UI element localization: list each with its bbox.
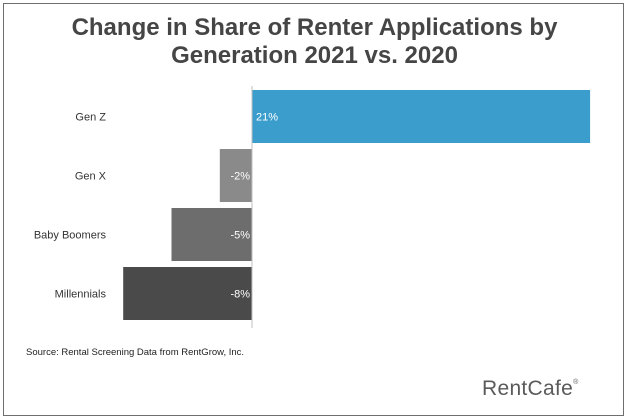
category-label-gen-x: Gen X — [75, 171, 107, 183]
bar-baby-boomers — [171, 208, 252, 261]
chart-title-line-1: Change in Share of Renter Applications b… — [71, 14, 558, 41]
bar-gen-x — [219, 149, 252, 202]
registered-mark: ® — [573, 379, 579, 386]
value-label-gen-x: -2% — [230, 171, 250, 183]
category-label-millennials: Millennials — [55, 289, 107, 301]
chart-title-line-2: Generation 2021 vs. 2020 — [171, 42, 458, 69]
value-label-baby-boomers: -5% — [230, 230, 250, 242]
category-label-gen-z: Gen Z — [75, 112, 106, 124]
value-label-millennials: -8% — [230, 289, 250, 301]
rentcafe-logo: RentCafe® — [482, 377, 579, 401]
logo-text: RentCafe — [482, 377, 574, 400]
chart-title: Change in Share of Renter Applications b… — [0, 14, 629, 70]
bar-gen-z — [252, 90, 591, 143]
category-label-baby-boomers: Baby Boomers — [34, 230, 107, 242]
value-label-gen-z: 21% — [256, 112, 278, 124]
bar-millennials — [123, 267, 252, 320]
source-note: Source: Rental Screening Data from RentG… — [26, 347, 245, 358]
chart-frame — [3, 3, 624, 416]
